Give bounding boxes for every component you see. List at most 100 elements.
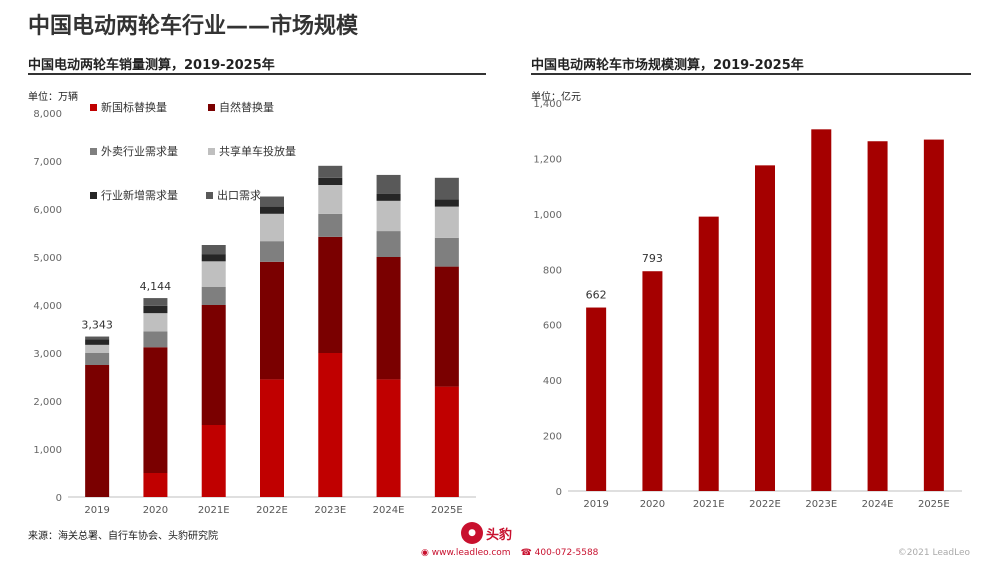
bar-segment <box>376 379 401 497</box>
y-tick-label: 4,000 <box>33 301 62 312</box>
bar-segment <box>434 266 459 387</box>
bar-segment <box>143 298 168 306</box>
bar-segment <box>434 199 459 207</box>
x-tick-label: 2022E <box>256 505 288 516</box>
sales-chart-title: 中国电动两轮车销量测算，2019-2025年 <box>28 58 275 73</box>
x-tick-label: 2019 <box>84 505 109 516</box>
y-tick-label: 7,000 <box>33 157 62 168</box>
y-tick-label: 1,400 <box>533 99 562 110</box>
legend-label: 共享单车投放量 <box>219 145 296 158</box>
y-tick-label: 5,000 <box>33 253 62 264</box>
market-size-bar-chart: 0 200 400 600 800 1,000 1,200 1,400 2019 662 2020 7… <box>533 99 962 510</box>
bar-segment <box>434 237 459 267</box>
bar-segment <box>201 286 226 305</box>
x-tick-label: 2025E <box>918 499 950 510</box>
market-chart-title: 中国电动两轮车市场规模测算，2019-2025年 <box>531 58 804 73</box>
bar-segment <box>318 353 343 497</box>
y-tick-label: 6,000 <box>33 205 62 216</box>
x-tick-label: 2020 <box>143 505 168 516</box>
bar-segment <box>318 185 343 214</box>
legend-label: 新国标替换量 <box>101 101 167 114</box>
bar-segment <box>318 236 343 353</box>
y-tick-label: 1,200 <box>533 154 562 165</box>
bar-segment <box>201 425 226 497</box>
legend-item: 外卖行业需求量 <box>90 143 208 159</box>
leadleo-logo: ● 头豹 <box>461 522 512 544</box>
sales-stacked-bar-chart: 0 1,000 2,000 3,000 4,000 5,000 6,000 7,000 8,00… <box>33 109 476 516</box>
bar-segment <box>318 213 343 237</box>
bar-segment <box>143 347 168 473</box>
x-tick-label: 2019 <box>583 499 608 510</box>
website-link[interactable]: ◉ www.leadleo.com <box>421 548 511 558</box>
x-tick-label: 2021E <box>693 499 725 510</box>
data-label: 793 <box>642 252 663 265</box>
bar-segment <box>85 353 110 365</box>
y-tick-label: 0 <box>556 487 562 498</box>
bar-segment <box>85 336 110 340</box>
y-tick-label: 1,000 <box>33 445 62 456</box>
legend-item: 行业新增需求量 <box>90 187 206 203</box>
legend-label: 出口需求 <box>217 189 261 202</box>
phone-number: ☎ 400-072-5588 <box>520 548 599 558</box>
legend-item: 自然替换量 <box>208 99 324 115</box>
legend-label: 自然替换量 <box>219 101 274 114</box>
bar-segment <box>143 331 168 348</box>
bar-segment <box>260 206 284 214</box>
page-title: 中国电动两轮车行业——市场规模 <box>28 14 359 39</box>
sales-chart-legend: 新国标替换量 自然替换量 外卖行业需求量 共享单车投放量 行业新增需求量 出口需… <box>90 99 420 203</box>
y-tick-label: 8,000 <box>33 109 62 120</box>
bar <box>642 271 663 491</box>
source-note: 来源：海关总署、自行车协会、头豹研究院 <box>28 531 218 542</box>
bar-segment <box>85 339 110 345</box>
y-tick-label: 1,000 <box>533 210 562 221</box>
logo-text: 头豹 <box>486 527 513 543</box>
bar-segment <box>376 200 401 232</box>
legend-item: 新国标替换量 <box>90 99 208 115</box>
legend-label: 行业新增需求量 <box>101 189 178 202</box>
bar-segment <box>434 386 459 497</box>
website-text: www.leadleo.com <box>431 548 511 558</box>
bar <box>811 129 832 492</box>
legend-swatch <box>90 191 97 199</box>
y-tick-label: 800 <box>543 265 562 276</box>
bar-segment <box>143 313 168 332</box>
bar <box>923 139 944 491</box>
x-tick-label: 2025E <box>431 505 463 516</box>
x-tick-label: 2024E <box>373 505 405 516</box>
legend-swatch <box>208 147 215 155</box>
bar-segment <box>318 165 343 178</box>
y-tick-label: 2,000 <box>33 397 62 408</box>
bar-segment <box>434 177 459 200</box>
total-label: 4,144 <box>140 280 172 293</box>
legend-item: 出口需求 <box>206 187 324 203</box>
x-tick-label: 2022E <box>749 499 781 510</box>
legend-label: 外卖行业需求量 <box>101 145 178 158</box>
sales-chart-unit: 单位：万辆 <box>28 92 78 103</box>
copyright: ©2021 LeadLeo <box>897 548 970 558</box>
total-label: 3,343 <box>81 319 113 332</box>
market-chart-title-rule <box>531 73 971 75</box>
sales-chart-title-rule <box>28 73 486 75</box>
y-tick-label: 600 <box>543 321 562 332</box>
contact-info: ◉ www.leadleo.com ☎ 400-072-5588 <box>421 548 598 558</box>
bar <box>698 216 719 491</box>
bar <box>755 165 775 491</box>
bar-segment <box>143 473 168 497</box>
x-tick-label: 2024E <box>862 499 894 510</box>
bar-segment <box>201 254 226 262</box>
legend-swatch <box>206 191 213 199</box>
y-tick-label: 0 <box>56 493 62 504</box>
x-tick-label: 2021E <box>198 505 230 516</box>
bar-segment <box>201 305 226 425</box>
bar-segment <box>376 257 401 380</box>
bar-segment <box>201 245 226 255</box>
data-label: 662 <box>586 289 607 302</box>
x-tick-label: 2020 <box>640 499 665 510</box>
phone-text: 400-072-5588 <box>534 548 599 558</box>
market-chart-unit: 单位：亿元 <box>531 92 581 103</box>
bar-segment <box>260 213 284 242</box>
bar-segment <box>434 206 459 238</box>
bar-segment <box>376 193 401 201</box>
bar <box>586 307 607 491</box>
bar-segment <box>143 305 168 314</box>
